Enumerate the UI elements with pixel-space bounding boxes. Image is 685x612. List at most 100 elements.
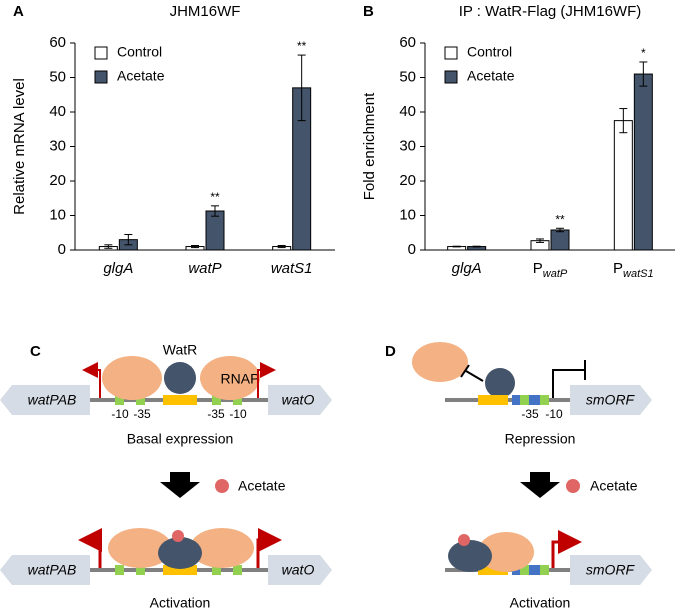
panel-label: D [385,343,396,360]
rnap [190,528,254,568]
y-tick-label: 50 [49,68,66,85]
legend-label: Control [117,44,162,60]
category-name: watP [188,260,221,277]
gene [268,555,332,585]
y-tick-label: 60 [399,34,416,51]
gene [0,385,90,415]
box [540,565,549,575]
y-tick-label: 40 [49,103,66,120]
box-label: -35 [521,407,539,421]
chart-title: IP : WatR-Flag (JHM16WF) [459,3,642,20]
box-label: -10 [111,407,129,421]
legend-swatch [444,70,458,84]
category-name: glgA [103,260,133,277]
operator [512,395,548,405]
chart-title: JHM16WF [170,3,241,20]
y-axis-label: Fold enrichment [361,92,378,200]
box [212,395,221,405]
significance: ** [555,212,565,226]
legend-label: Control [467,44,512,60]
box-label: -10 [545,407,563,421]
acetate-dot [458,534,470,546]
y-tick-label: 10 [49,206,66,223]
acetate-dot [215,479,229,493]
repression-arrow [552,369,585,398]
gene [268,385,332,415]
legend-swatch [94,46,108,60]
gene-name: smORF [586,562,636,578]
chart-label: A [13,3,24,20]
significance: ** [297,39,307,53]
category-name: P [613,260,623,277]
category-subscript: watS1 [623,268,654,280]
x-tick-label: watP [188,260,221,277]
gene [570,385,652,415]
state-label: Repression [505,431,576,447]
x-tick-label: glgA [103,260,133,277]
panel-c: C watPAB watO -10 -35 -35 -10 WatR RNAP … [0,342,332,611]
bar [633,73,653,251]
box [520,395,529,405]
watr [448,540,492,572]
box [520,565,529,575]
inhibition [465,370,484,382]
rnap [102,356,162,400]
gene-name: watO [282,392,315,408]
legend-swatch [444,46,458,60]
bar [205,210,225,251]
watr [164,362,196,394]
y-tick-label: 0 [58,241,66,258]
operator [163,565,197,575]
y-tick-label: 10 [399,206,416,223]
legend-label: Acetate [467,68,515,84]
protein-label: WatR [163,342,197,358]
rnap [200,356,260,400]
gene-name: watPAB [28,392,77,408]
operator [478,395,508,405]
gene [0,555,90,585]
y-axis-label: Relative mRNA level [11,78,28,215]
panel-label: C [30,343,41,360]
operator [512,565,548,575]
box [115,395,124,405]
acetate-dot [566,479,580,493]
y-tick-label: 20 [399,172,416,189]
box-label: -35 [133,407,151,421]
category-name: watS1 [271,260,313,277]
y-tick-label: 20 [49,172,66,189]
operator [163,395,197,405]
gene [570,555,652,585]
legend-swatch [94,70,108,84]
y-tick-label: 30 [399,137,416,154]
y-tick-label: 50 [399,68,416,85]
x-tick-label: PwatP [533,260,568,280]
promoter-arrow [551,530,582,568]
down-arrow [520,472,560,498]
significance: * [641,46,646,60]
gene-name: smORF [586,392,636,408]
legend-label: Acetate [117,68,165,84]
promoter-arrow [256,528,282,568]
box [136,565,145,575]
gene-name: watPAB [28,562,77,578]
signal-label: Acetate [590,478,638,494]
panel-d: D -35 -10 smORF Repression Acetate smORF… [385,342,652,611]
box [136,395,145,405]
significance: ** [210,190,220,204]
promoter-arrow [78,528,102,568]
box-label: -10 [229,407,247,421]
protein-label: RNAP [221,371,260,387]
box-label: -35 [207,407,225,421]
acetate-dot [172,530,184,542]
x-tick-label: glgA [452,260,482,277]
x-tick-label: watS1 [271,260,313,277]
watr [158,537,202,569]
signal-label: Acetate [238,478,286,494]
chart-label: B [363,3,374,20]
watr [485,368,515,398]
box [233,565,242,575]
down-arrow [160,472,200,498]
inhibition [460,364,470,378]
state-label: Activation [150,595,211,611]
